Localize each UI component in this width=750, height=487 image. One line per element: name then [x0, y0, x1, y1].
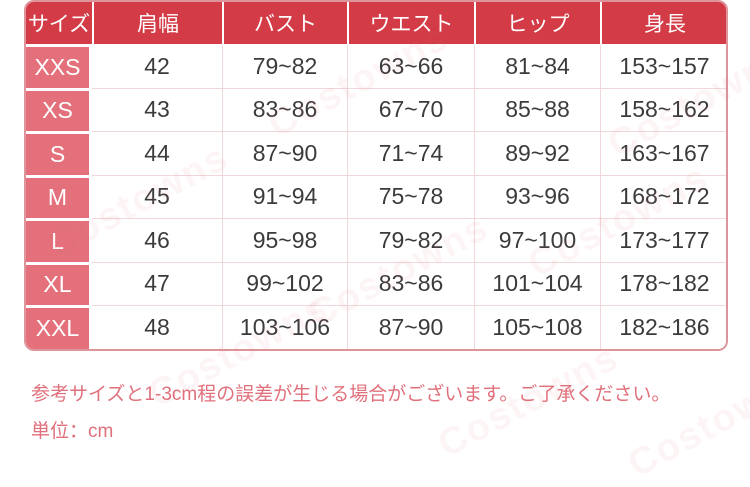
value-cell: 101~104 — [474, 261, 600, 305]
value-cell: 158~162 — [600, 87, 726, 131]
value-cell: 45 — [92, 174, 222, 218]
table-row: XS 43 83~86 67~70 85~88 158~162 — [26, 87, 726, 131]
size-cell: M — [26, 174, 92, 218]
column-header-height: 身長 — [600, 2, 726, 44]
size-cell: L — [26, 218, 92, 262]
value-cell: 97~100 — [474, 218, 600, 262]
size-chart: サイズ 肩幅 バスト ウエスト ヒップ 身長 XXS 42 79~82 63~66 81~84 15… — [24, 0, 728, 351]
value-cell: 44 — [92, 131, 222, 175]
value-cell: 47 — [92, 261, 222, 305]
value-cell: 79~82 — [347, 218, 474, 262]
size-chart-header-row: サイズ 肩幅 バスト ウエスト ヒップ 身長 — [26, 2, 726, 44]
value-cell: 87~90 — [347, 305, 474, 349]
table-row: XXS 42 79~82 63~66 81~84 153~157 — [26, 44, 726, 88]
footer-notes: 参考サイズと1-3cm程の誤差が生じる場合がございます。ご了承ください。 単位：… — [31, 376, 670, 450]
value-cell: 83~86 — [347, 261, 474, 305]
table-row: XXL 48 103~106 87~90 105~108 182~186 — [26, 305, 726, 349]
value-cell: 91~94 — [222, 174, 347, 218]
value-cell: 42 — [92, 44, 222, 88]
value-cell: 83~86 — [222, 87, 347, 131]
size-cell: XL — [26, 261, 92, 305]
note-tolerance: 参考サイズと1-3cm程の誤差が生じる場合がございます。ご了承ください。 — [31, 384, 671, 405]
value-cell: 71~74 — [347, 131, 474, 175]
note-unit: 単位：cm — [31, 421, 114, 443]
value-cell: 81~84 — [474, 44, 600, 88]
value-cell: 182~186 — [600, 305, 726, 349]
size-chart-table: サイズ 肩幅 バスト ウエスト ヒップ 身長 XXS 42 79~82 63~66 81~84 15… — [26, 2, 726, 349]
value-cell: 95~98 — [222, 218, 347, 262]
value-cell: 67~70 — [347, 87, 474, 131]
value-cell: 103~106 — [222, 305, 347, 349]
value-cell: 99~102 — [222, 261, 347, 305]
size-chart-body: XXS 42 79~82 63~66 81~84 153~157 XS 43 83~86 67~7… — [26, 44, 726, 349]
value-cell: 63~66 — [347, 44, 474, 88]
value-cell: 163~167 — [600, 131, 726, 175]
table-row: L 46 95~98 79~82 97~100 173~177 — [26, 218, 726, 262]
size-cell: XS — [26, 87, 92, 131]
value-cell: 105~108 — [474, 305, 600, 349]
column-header-hip: ヒップ — [474, 2, 600, 44]
table-row: XL 47 99~102 83~86 101~104 178~182 — [26, 261, 726, 305]
size-cell: XXL — [26, 305, 92, 349]
value-cell: 93~96 — [474, 174, 600, 218]
column-header-waist: ウエスト — [347, 2, 474, 44]
table-row: S 44 87~90 71~74 89~92 163~167 — [26, 131, 726, 175]
value-cell: 46 — [92, 218, 222, 262]
value-cell: 153~157 — [600, 44, 726, 88]
value-cell: 85~88 — [474, 87, 600, 131]
value-cell: 48 — [92, 305, 222, 349]
size-cell: XXS — [26, 44, 92, 88]
column-header-size: サイズ — [26, 2, 92, 44]
value-cell: 79~82 — [222, 44, 347, 88]
value-cell: 75~78 — [347, 174, 474, 218]
value-cell: 178~182 — [600, 261, 726, 305]
value-cell: 173~177 — [600, 218, 726, 262]
column-header-shoulder-width: 肩幅 — [92, 2, 222, 44]
size-cell: S — [26, 131, 92, 175]
value-cell: 168~172 — [600, 174, 726, 218]
value-cell: 89~92 — [474, 131, 600, 175]
value-cell: 87~90 — [222, 131, 347, 175]
table-row: M 45 91~94 75~78 93~96 168~172 — [26, 174, 726, 218]
column-header-bust: バスト — [222, 2, 347, 44]
value-cell: 43 — [92, 87, 222, 131]
